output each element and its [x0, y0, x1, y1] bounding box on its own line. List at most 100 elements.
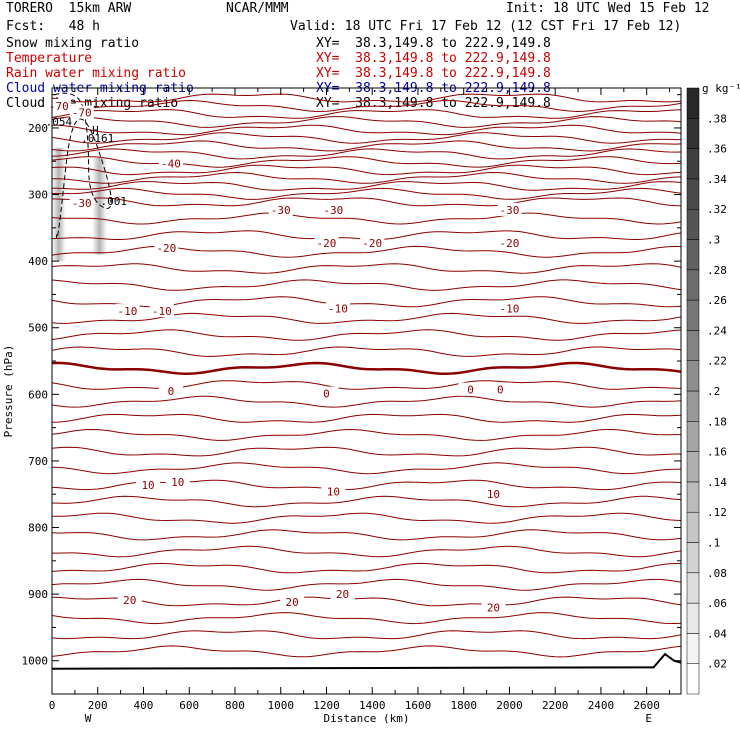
colorbar-label: .32: [707, 203, 727, 216]
forecast-hour: Fcst: 48 h: [6, 19, 100, 34]
label-background: [314, 236, 339, 250]
colorbar-label: .08: [707, 567, 727, 580]
label-background: [117, 593, 142, 607]
colorbar-label: .14: [707, 476, 727, 489]
temperature-contour: [51, 612, 682, 625]
x-tick-label: 200: [88, 699, 108, 712]
label-background: [325, 301, 350, 315]
field-name: Cloud water mixing ratio: [6, 81, 194, 96]
temperature-label: 0: [168, 385, 175, 398]
temperature-contour: [51, 312, 682, 324]
y-axis-title: Pressure (hPa): [2, 345, 15, 438]
colorbar-label: .12: [707, 506, 727, 519]
x-axis-title: Distance (km): [323, 712, 409, 725]
temperature-contour: [51, 329, 682, 341]
colorbar-label: .38: [707, 112, 727, 125]
temperature-label: -10: [118, 305, 138, 318]
colorbar-label: .02: [707, 658, 727, 671]
label-background: [69, 196, 94, 210]
colorbar-swatch: [686, 239, 700, 271]
label-background: [136, 477, 161, 491]
field-xy: XY= 38.3,149.8 to 222.9,149.8: [316, 51, 551, 66]
label-background: [165, 475, 190, 489]
temperature-label: 20: [487, 601, 500, 614]
temperature-label: -20: [156, 242, 176, 255]
temperature-contour: [52, 124, 682, 136]
west-label: W: [85, 712, 92, 725]
temperature-label: -30: [271, 204, 291, 217]
x-tick-label: 2200: [542, 699, 569, 712]
x-tick-label: 0: [49, 699, 56, 712]
label-background: [360, 236, 385, 250]
label-background: [330, 587, 355, 601]
temperature-contour: [51, 361, 682, 376]
temperature-contour: [51, 578, 682, 591]
colorbar-label: .3: [707, 234, 720, 247]
label-background: [158, 156, 183, 170]
snow-shading-core: [92, 157, 107, 255]
field-name: Snow mixing ratio: [6, 36, 140, 51]
colorbar-swatch: [686, 511, 700, 543]
colorbar-swatch: [686, 572, 700, 604]
temperature-contour: [51, 428, 681, 441]
snow-label: .001: [101, 195, 128, 208]
snow-label: H: [92, 124, 99, 137]
label-background: [280, 595, 305, 609]
colorbar-label: .22: [707, 355, 727, 368]
label-background: [69, 105, 94, 119]
model-name: TORERO 15km ARW: [6, 1, 132, 16]
temperature-contour: [51, 495, 682, 508]
snow-label: .054: [46, 115, 73, 128]
label-background: [497, 202, 522, 216]
y-tick-label: 700: [28, 455, 48, 468]
y-tick-label: 1000: [22, 655, 49, 668]
y-tick-label: 900: [28, 588, 48, 601]
temperature-label: 20: [336, 588, 349, 601]
temperature-contour: [51, 413, 682, 423]
temperature-label: 20: [123, 594, 136, 607]
colorbar-swatch: [686, 208, 700, 240]
temperature-contour: [52, 187, 682, 200]
temperature-label: -10: [152, 305, 172, 318]
x-tick-label: 1600: [405, 699, 432, 712]
temperature-label: -10: [328, 302, 348, 315]
colorbar-swatch: [686, 633, 700, 664]
temperature-contour: [51, 263, 682, 274]
colorbar-swatch: [686, 360, 700, 392]
temperature-contour: [51, 148, 682, 160]
label-background: [497, 301, 522, 315]
colorbar-swatch: [686, 542, 700, 574]
valid-time: Valid: 18 UTC Fri 17 Feb 12 (12 CST Fri …: [290, 19, 682, 34]
temperature-label: 10: [141, 479, 154, 492]
label-background: [458, 382, 483, 396]
label-background: [314, 386, 339, 400]
temperature-label: 0: [323, 388, 330, 401]
init-time: Init: 18 UTC Wed 15 Feb 12: [506, 1, 710, 16]
temperature-contour: [51, 462, 682, 475]
temperature-label: 20: [286, 596, 299, 609]
x-tick-label: 2400: [588, 699, 615, 712]
plot-frame: [51, 87, 682, 695]
temperature-contour: [51, 346, 682, 357]
y-tick-label: 300: [28, 189, 48, 202]
y-tick-label: 200: [28, 122, 48, 135]
label-background: [46, 98, 71, 112]
temperature-contour: [52, 171, 682, 184]
temperature-label: -30: [72, 197, 92, 210]
y-tick-label: 600: [28, 388, 48, 401]
temperature-contour: [52, 512, 682, 524]
colorbar-swatch: [686, 390, 700, 422]
y-tick-label: 400: [28, 255, 48, 268]
x-tick-label: 600: [179, 699, 199, 712]
colorbar-swatch: [686, 148, 700, 180]
temperature-contour: [51, 212, 682, 225]
label-background: [481, 487, 506, 501]
temperature-contour: [51, 395, 682, 408]
x-tick-label: 800: [225, 699, 245, 712]
temperature-contour: [51, 529, 682, 541]
colorbar-swatch: [686, 299, 700, 331]
temperature-label: -10: [500, 302, 520, 315]
label-background: [149, 304, 174, 318]
field-name: Rain water mixing ratio: [6, 66, 187, 81]
